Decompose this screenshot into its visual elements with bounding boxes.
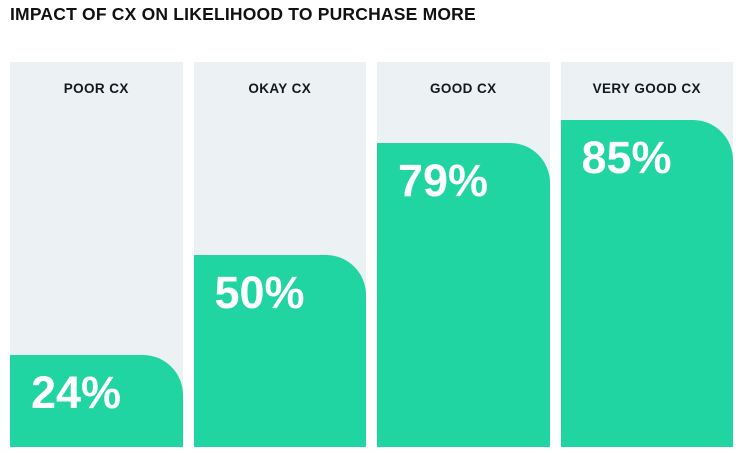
category-label: VERY GOOD CX (592, 81, 701, 96)
value-label: 85% (581, 131, 672, 183)
chart-column-very-good-cx: VERY GOOD CX 85% (560, 62, 733, 447)
value-label: 24% (31, 366, 122, 418)
category-label: GOOD CX (429, 81, 497, 96)
value-bar: 79% (377, 142, 550, 447)
chart-column-poor-cx: POOR CX 24% (10, 62, 183, 447)
value-bar: 85% (560, 119, 733, 447)
value-bar: 50% (193, 254, 366, 447)
value-label: 79% (398, 154, 489, 206)
bar-chart: POOR CX 24% OKAY CX 50% GOOD CX 79% VERY… (10, 62, 733, 447)
category-label: POOR CX (63, 81, 129, 96)
chart-column-good-cx: GOOD CX 79% (377, 62, 550, 447)
category-label: OKAY CX (248, 81, 312, 96)
value-label: 50% (214, 266, 305, 318)
chart-column-okay-cx: OKAY CX 50% (193, 62, 366, 447)
value-bar: 24% (10, 354, 183, 447)
chart-title: IMPACT OF CX ON LIKELIHOOD TO PURCHASE M… (10, 4, 476, 24)
